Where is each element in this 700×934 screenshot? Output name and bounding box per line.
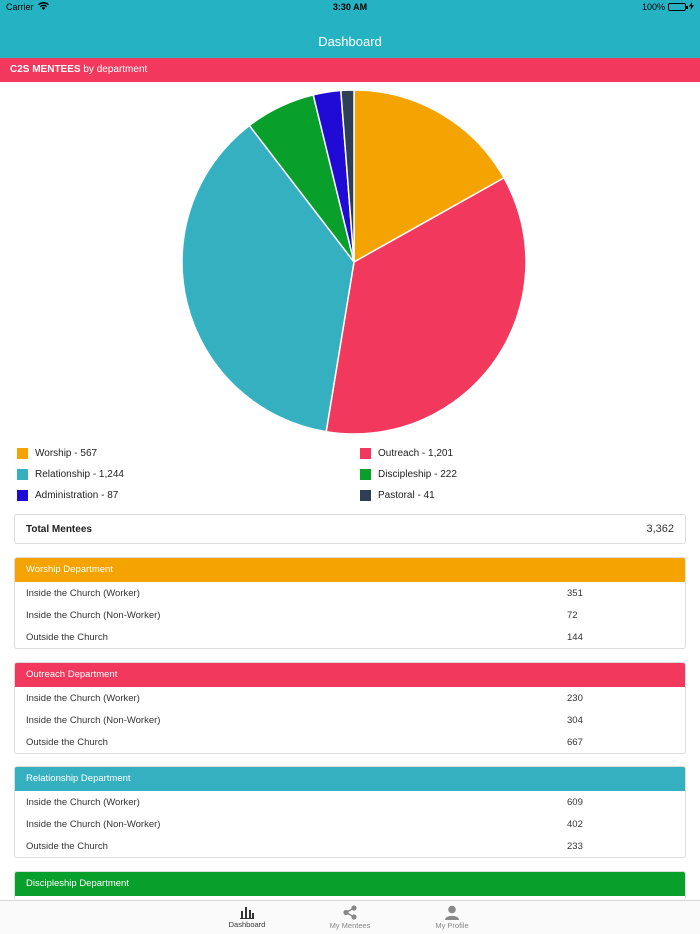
legend-label-worship: Worship - 567 bbox=[35, 448, 98, 459]
worship-department-header: Worship Department bbox=[15, 558, 685, 582]
table-row: Inside the Church (Non-Worker) 304 bbox=[15, 709, 685, 731]
tab-label: Dashboard bbox=[228, 920, 266, 929]
section-banner: C2S MENTEES by department bbox=[0, 58, 700, 82]
carrier-label: Carrier bbox=[6, 2, 34, 12]
table-row: Inside the Church (Worker) 351 bbox=[15, 582, 685, 604]
row-label: Inside the Church (Non-Worker) bbox=[26, 819, 161, 830]
discipleship-department-card: Discipleship Department bbox=[14, 871, 686, 900]
tab-label: My Profile bbox=[435, 921, 469, 930]
tab-bar: Dashboard My Mentees My Profile bbox=[0, 900, 700, 934]
legend-swatch-discipleship bbox=[360, 469, 371, 480]
total-mentees-card: Total Mentees 3,362 bbox=[14, 514, 686, 544]
row-label: Inside the Church (Worker) bbox=[26, 588, 140, 599]
banner-subtitle: by department bbox=[80, 64, 148, 75]
page-title: Dashboard bbox=[318, 34, 382, 49]
row-value: 230 bbox=[567, 693, 583, 704]
battery-icon bbox=[668, 3, 688, 11]
row-label: Outside the Church bbox=[26, 841, 108, 852]
table-row: Outside the Church 667 bbox=[15, 731, 685, 753]
discipleship-department-header: Discipleship Department bbox=[15, 872, 685, 896]
tab-label: My Mentees bbox=[329, 921, 371, 930]
table-row: Outside the Church 144 bbox=[15, 626, 685, 648]
worship-department-card: Worship Department Inside the Church (Wo… bbox=[14, 557, 686, 649]
tab-my-profile[interactable]: My Profile bbox=[402, 901, 502, 934]
legend-swatch-administration bbox=[17, 490, 28, 501]
row-label: Inside the Church (Worker) bbox=[26, 693, 140, 704]
charging-icon bbox=[689, 2, 694, 12]
legend-item-administration: Administration - 87 bbox=[17, 490, 118, 501]
wifi-icon bbox=[37, 2, 49, 12]
table-row: Outside the Church 233 bbox=[15, 835, 685, 857]
legend-item-discipleship: Discipleship - 222 bbox=[360, 469, 457, 480]
legend-item-relationship: Relationship - 1,244 bbox=[17, 469, 124, 480]
legend-label-pastoral: Pastoral - 41 bbox=[378, 490, 435, 501]
row-label: Inside the Church (Worker) bbox=[26, 797, 140, 808]
legend-swatch-worship bbox=[17, 448, 28, 459]
relationship-department-card: Relationship Department Inside the Churc… bbox=[14, 766, 686, 858]
row-value: 402 bbox=[567, 819, 583, 830]
row-label: Inside the Church (Non-Worker) bbox=[26, 715, 161, 726]
outreach-department-card: Outreach Department Inside the Church (W… bbox=[14, 662, 686, 754]
tab-dashboard[interactable]: Dashboard bbox=[197, 901, 297, 934]
total-mentees-label: Total Mentees bbox=[26, 524, 92, 535]
table-row: Inside the Church (Worker) 230 bbox=[15, 687, 685, 709]
row-value: 144 bbox=[567, 632, 583, 643]
pie-chart bbox=[180, 88, 528, 436]
row-label: Outside the Church bbox=[26, 737, 108, 748]
row-value: 609 bbox=[567, 797, 583, 808]
legend-item-pastoral: Pastoral - 41 bbox=[360, 490, 435, 501]
status-time: 3:30 AM bbox=[332, 2, 368, 12]
pie-slice-relationship bbox=[181, 124, 355, 433]
legend-item-outreach: Outreach - 1,201 bbox=[360, 448, 453, 459]
legend-label-relationship: Relationship - 1,244 bbox=[35, 469, 124, 480]
pie-slice-worship bbox=[353, 89, 506, 264]
legend-swatch-relationship bbox=[17, 469, 28, 480]
legend-label-outreach: Outreach - 1,201 bbox=[378, 448, 454, 459]
bar-chart-icon bbox=[240, 907, 254, 919]
table-row: Inside the Church (Non-Worker) 72 bbox=[15, 604, 685, 626]
row-value: 233 bbox=[567, 841, 583, 852]
relationship-department-header: Relationship Department bbox=[15, 767, 685, 791]
pie-chart-svg bbox=[181, 89, 527, 435]
row-label: Inside the Church (Non-Worker) bbox=[26, 610, 161, 621]
legend-label-administration: Administration - 87 bbox=[35, 490, 119, 501]
row-value: 72 bbox=[567, 610, 578, 621]
total-mentees-value: 3,362 bbox=[646, 523, 674, 535]
table-row: Inside the Church (Non-Worker) 402 bbox=[15, 813, 685, 835]
status-bar: Carrier 3:30 AM 100% bbox=[0, 0, 700, 14]
pie-slice-outreach bbox=[325, 176, 527, 435]
legend-label-discipleship: Discipleship - 222 bbox=[378, 469, 457, 480]
person-icon bbox=[445, 905, 459, 920]
row-value: 667 bbox=[567, 737, 583, 748]
table-row: Inside the Church (Worker) 609 bbox=[15, 791, 685, 813]
legend-swatch-pastoral bbox=[360, 490, 371, 501]
legend-item-worship: Worship - 567 bbox=[17, 448, 97, 459]
pie-slice-pastoral bbox=[340, 89, 355, 263]
outreach-department-header: Outreach Department bbox=[15, 663, 685, 687]
tab-my-mentees[interactable]: My Mentees bbox=[300, 901, 400, 934]
nav-bar: Dashboard bbox=[0, 14, 700, 58]
row-label: Outside the Church bbox=[26, 632, 108, 643]
row-value: 351 bbox=[567, 588, 583, 599]
battery-percent: 100% bbox=[641, 2, 665, 12]
legend-swatch-outreach bbox=[360, 448, 371, 459]
banner-title: C2S MENTEES bbox=[10, 64, 81, 75]
row-value: 304 bbox=[567, 715, 583, 726]
share-icon bbox=[343, 905, 357, 920]
